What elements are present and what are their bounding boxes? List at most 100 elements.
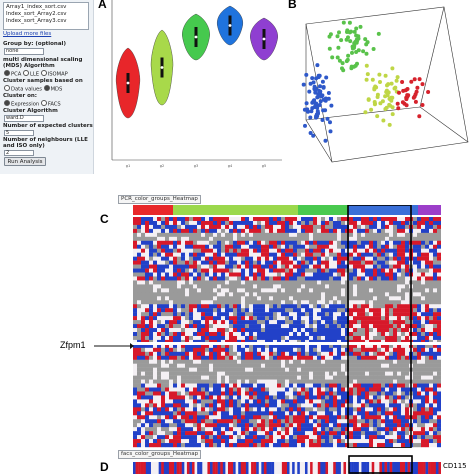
radio-data-values[interactable] <box>4 85 10 91</box>
heatmap-cell <box>385 423 390 428</box>
heatmap-cell <box>165 387 170 392</box>
heatmap-cell <box>349 328 354 333</box>
scatter-point <box>307 89 312 94</box>
heatmap-cell <box>369 387 374 392</box>
heatmap-cell <box>201 304 206 309</box>
heatmap-cell <box>201 343 206 349</box>
group-bar-segment <box>133 205 173 215</box>
heatmap-cell <box>297 276 302 281</box>
heatmap-cell <box>317 375 322 380</box>
heatmap-cell <box>357 395 362 400</box>
heatmap-cell <box>325 355 330 360</box>
heatmap-cell <box>325 379 330 384</box>
heatmap-cell <box>277 347 282 353</box>
heatmap-cell <box>233 335 238 341</box>
heatmap-cell <box>257 387 262 392</box>
neighbours-input[interactable]: 2 <box>4 150 34 156</box>
heatmap-cell <box>277 228 282 234</box>
heatmap-color-groups-dropdown[interactable]: PCR_color_groups_Heatmap <box>118 195 201 204</box>
group-by-select[interactable]: none <box>4 48 44 55</box>
heatmap-cell <box>245 280 250 285</box>
heatmap-cell <box>161 415 166 420</box>
heatmap-cell <box>317 228 322 234</box>
radio-mds[interactable] <box>43 85 50 91</box>
heatmap-cell <box>237 379 242 384</box>
heatmap-cell <box>173 244 178 249</box>
heatmap-cell <box>161 399 166 404</box>
file-list[interactable]: Array1_index_sort.csv Index_sort_Array2.… <box>3 2 89 30</box>
group-bar-segment <box>418 205 441 215</box>
radio-expression[interactable] <box>4 100 10 106</box>
radio-isomap[interactable] <box>40 70 47 76</box>
facs-color-groups-dropdown[interactable]: facs_color_groups_Heatmap <box>118 450 202 459</box>
heatmap-cell <box>225 280 230 285</box>
heatmap-cell <box>165 240 170 245</box>
heatmap-cell <box>237 217 242 222</box>
algorithm-options[interactable]: PCA LLE ISOMAP <box>4 70 68 78</box>
expected-clusters-input[interactable]: 5 <box>4 130 34 136</box>
heatmap-cell <box>381 320 386 325</box>
heatmap-cell <box>345 383 350 388</box>
run-analysis-button[interactable]: Run Analysis <box>4 157 46 166</box>
heatmap-cell <box>425 427 430 432</box>
heatmap-cell <box>405 217 410 222</box>
heatmap-cell <box>181 272 186 277</box>
radio-lle[interactable] <box>22 70 29 76</box>
heatmap-cell <box>241 399 246 404</box>
heatmap-cell <box>209 300 214 305</box>
heatmap-cell <box>233 308 238 313</box>
file-item[interactable]: Index_sort_Array3.csv <box>6 18 67 24</box>
heatmap-cell <box>165 335 170 341</box>
heatmap-cell <box>429 403 434 408</box>
heatmap-cell <box>265 367 270 372</box>
heatmap-cell <box>165 359 170 364</box>
heatmap-cell <box>205 288 210 293</box>
heatmap-cell <box>289 304 294 309</box>
heatmap-cell <box>337 371 342 376</box>
heatmap-cell <box>213 415 218 420</box>
heatmap-cell <box>437 296 441 301</box>
heatmap-cell <box>265 324 270 329</box>
cluster-on-options[interactable]: Expression FACS <box>4 100 61 108</box>
heatmap-cell <box>285 383 290 388</box>
heatmap-cell <box>365 391 370 396</box>
heatmap-cell <box>217 220 222 226</box>
neighbours-label: Number of neighbours (LLE and ISO only) <box>3 137 88 149</box>
heatmap-cell <box>309 383 314 388</box>
heatmap-cell <box>269 435 274 440</box>
heatmap-cell <box>245 288 250 293</box>
heatmap-cell <box>149 312 154 317</box>
heatmap-cell <box>133 288 138 293</box>
heatmap-cell <box>381 395 386 400</box>
heatmap-cell <box>145 363 150 368</box>
heatmap-cell <box>165 367 170 372</box>
heatmap-cell <box>241 272 246 277</box>
heatmap-cell <box>209 427 214 432</box>
heatmap-cell <box>237 272 242 277</box>
heatmap-cell <box>385 443 390 448</box>
heatmap-cell <box>393 403 398 408</box>
heatmap-cell <box>365 387 370 392</box>
heatmap-cell <box>401 375 406 380</box>
heatmap-cell <box>209 328 214 333</box>
heatmap-cell <box>317 359 322 364</box>
cluster-samples-options[interactable]: Data values MDS <box>4 85 62 93</box>
heatmap-cell <box>373 217 378 222</box>
radio-pca[interactable] <box>4 70 10 76</box>
upload-more-files-link[interactable]: Upload more files <box>3 31 52 37</box>
heatmap-cell <box>293 375 298 380</box>
heatmap-cell <box>241 217 246 222</box>
file-item[interactable]: Array1_index_sort.csv <box>6 4 67 10</box>
heatmap-cell <box>237 363 242 368</box>
facs-cell <box>220 462 224 474</box>
heatmap-cell <box>297 335 302 341</box>
radio-facs[interactable] <box>40 100 47 106</box>
scatter-point <box>401 88 406 93</box>
heatmap-cell <box>369 292 374 297</box>
cluster-algorithm-select[interactable]: ward.D <box>4 115 44 122</box>
heatmap-cell <box>309 427 314 432</box>
heatmap-cell <box>217 427 222 432</box>
heatmap-cell <box>217 391 222 396</box>
scatter-point <box>335 55 340 60</box>
file-item[interactable]: Index_sort_Array2.csv <box>6 11 67 17</box>
